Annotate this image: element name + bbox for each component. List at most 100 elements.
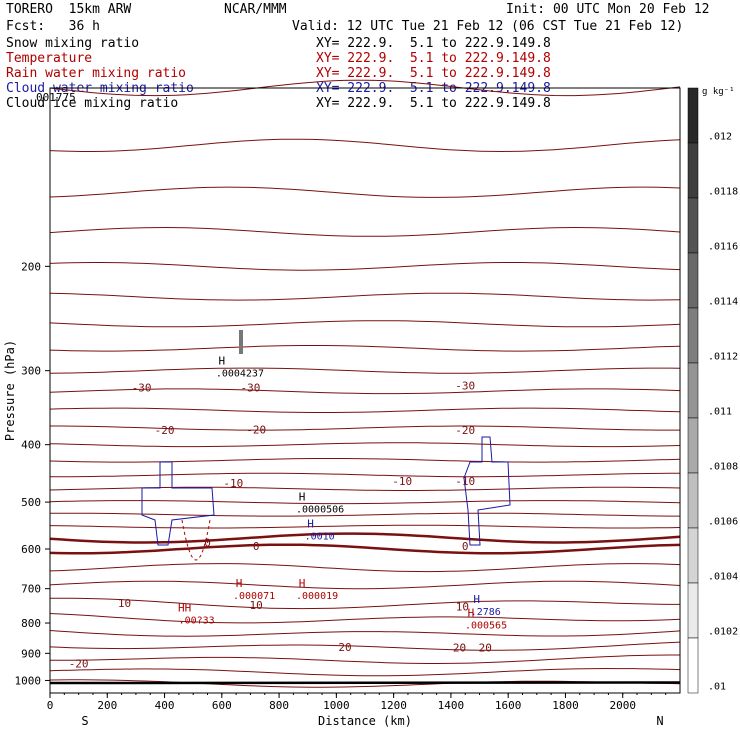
- isotherm-label: -10: [392, 475, 412, 488]
- isotherm-label: 20: [479, 642, 492, 655]
- colorbar-tick-label: .0118: [708, 187, 738, 198]
- extremum-mark: H: [299, 577, 306, 590]
- isotherm-label: 20: [453, 642, 466, 655]
- isotherm-label: 0: [462, 540, 469, 553]
- legend-xy-range: XY= 222.9. 5.1 to 222.9.149.8: [316, 96, 551, 111]
- isotherm-label: -30: [241, 381, 261, 394]
- model-title: TORERO 15km ARW: [6, 2, 132, 17]
- y-tick-label: 700: [21, 583, 41, 596]
- colorbar-unit: g kg⁻¹: [702, 87, 735, 97]
- theta-isoline: [49, 442, 681, 448]
- legend-field-name: Rain water mixing ratio: [6, 66, 187, 81]
- theta-isoline: [49, 407, 681, 413]
- extremum-mark: H: [299, 491, 306, 504]
- theta-isoline: [50, 425, 680, 431]
- cloud-water-contour: [463, 436, 511, 546]
- valid-time: Valid: 12 UTC Tue 21 Feb 12 (06 CST Tue …: [292, 19, 684, 34]
- theta-isoline: [49, 532, 681, 544]
- theta-isoline: [50, 597, 680, 610]
- colorbar-tick-label: .011: [708, 407, 732, 418]
- isotherm-label: -30: [455, 380, 475, 393]
- extremum-value: .0004237: [216, 369, 264, 380]
- isotherm-label: 0: [253, 540, 260, 553]
- theta-isoline: [50, 654, 680, 664]
- cloud-ice-shading: [239, 330, 243, 354]
- y-tick-label: 500: [21, 496, 41, 509]
- x-tick-label: 800: [269, 699, 289, 712]
- isotherm-label: -10: [223, 477, 243, 490]
- colorbar-tick-label: .0108: [708, 462, 738, 473]
- extremum-mark: H: [468, 607, 475, 620]
- y-tick-label: 900: [21, 647, 41, 660]
- extremum-mark: H: [307, 518, 314, 531]
- theta-isoline: [49, 292, 681, 301]
- colorbar-tick-label: .012: [708, 132, 732, 143]
- colorbar-bin: [687, 142, 699, 199]
- y-tick-label: 400: [21, 439, 41, 452]
- colorbar-bin: [687, 527, 699, 584]
- colorbar-tick-label: .0114: [708, 297, 738, 308]
- theta-isoline: [49, 458, 681, 463]
- surface-line: [49, 681, 681, 685]
- isotherm-label: -30: [132, 381, 152, 394]
- theta-isoline: [49, 345, 681, 352]
- colorbar-bin: [687, 582, 699, 639]
- x-tick-label: 400: [155, 699, 175, 712]
- extremum-value: .000565: [465, 621, 507, 632]
- extremum-value: .000071: [233, 591, 275, 602]
- extremum-mark: H: [219, 355, 226, 368]
- x-tick-label: 1600: [495, 699, 522, 712]
- x-tick-label: 1000: [323, 699, 350, 712]
- theta-isoline: [50, 512, 680, 517]
- forecast-hour: Fcst: 36 h: [6, 19, 100, 34]
- legend-field-name: Snow mixing ratio: [6, 36, 140, 51]
- rain-water-contour: [181, 519, 211, 561]
- colorbar-tick-label: .0112: [708, 352, 738, 363]
- theta-isoline: [49, 367, 681, 374]
- theta-isoline: [49, 186, 681, 198]
- theta-isoline: [49, 641, 681, 651]
- extremum-mark: HH: [178, 602, 191, 615]
- colorbar-bin: [687, 417, 699, 474]
- legend-field-name: Temperature: [6, 51, 93, 66]
- isotherm-label: 10: [456, 600, 469, 613]
- colorbar-bin: [687, 197, 699, 254]
- legend-xy-range: XY= 222.9. 5.1 to 222.9.149.8: [316, 66, 551, 81]
- theta-isoline: [49, 524, 681, 529]
- y-tick-label: 300: [21, 365, 41, 378]
- isotherm-label: 0: [204, 536, 211, 549]
- cloud-water-contour: [141, 461, 215, 546]
- extremum-value: .00?33: [179, 616, 215, 627]
- colorbar-bin: [687, 307, 699, 364]
- isotherm-label: -20: [455, 424, 475, 437]
- y-tick-label: 600: [21, 543, 41, 556]
- colorbar-tick-label: .0104: [708, 572, 738, 583]
- isotherm-label: -10: [455, 475, 475, 488]
- x-tick-label: 1400: [438, 699, 465, 712]
- init-time: Init: 00 UTC Mon 20 Feb 12: [506, 2, 710, 17]
- theta-isoline: [49, 388, 681, 395]
- theta-isoline: [49, 543, 681, 555]
- legend-xy-range: XY= 222.9. 5.1 to 222.9.149.8: [316, 36, 551, 51]
- isotherm-label: 20: [338, 641, 351, 654]
- x-tick-label: 600: [212, 699, 232, 712]
- isotherm-label: 10: [118, 597, 131, 610]
- theta-isoline: [49, 667, 681, 677]
- theta-isoline: [49, 320, 681, 328]
- y-tick-label: 1000: [15, 674, 42, 687]
- theta-isoline: [49, 500, 681, 505]
- colorbar-tick-label: .0116: [708, 242, 738, 253]
- colorbar-bin: [687, 637, 699, 694]
- isotherm-label: 10: [250, 599, 263, 612]
- x-tick-label: 1200: [380, 699, 407, 712]
- legend-field-name: Cloud ice mixing ratio: [6, 96, 179, 111]
- y-tick-label: 800: [21, 617, 41, 630]
- top-left-contour-label: 001775: [36, 91, 76, 104]
- extremum-mark: H: [473, 593, 480, 606]
- north-end-label: N: [656, 714, 663, 728]
- extremum-value: .0010: [305, 532, 335, 543]
- theta-isoline: [49, 226, 681, 237]
- extremum-mark: H: [236, 577, 243, 590]
- theta-isoline: [49, 613, 681, 624]
- x-tick-label: 0: [47, 699, 54, 712]
